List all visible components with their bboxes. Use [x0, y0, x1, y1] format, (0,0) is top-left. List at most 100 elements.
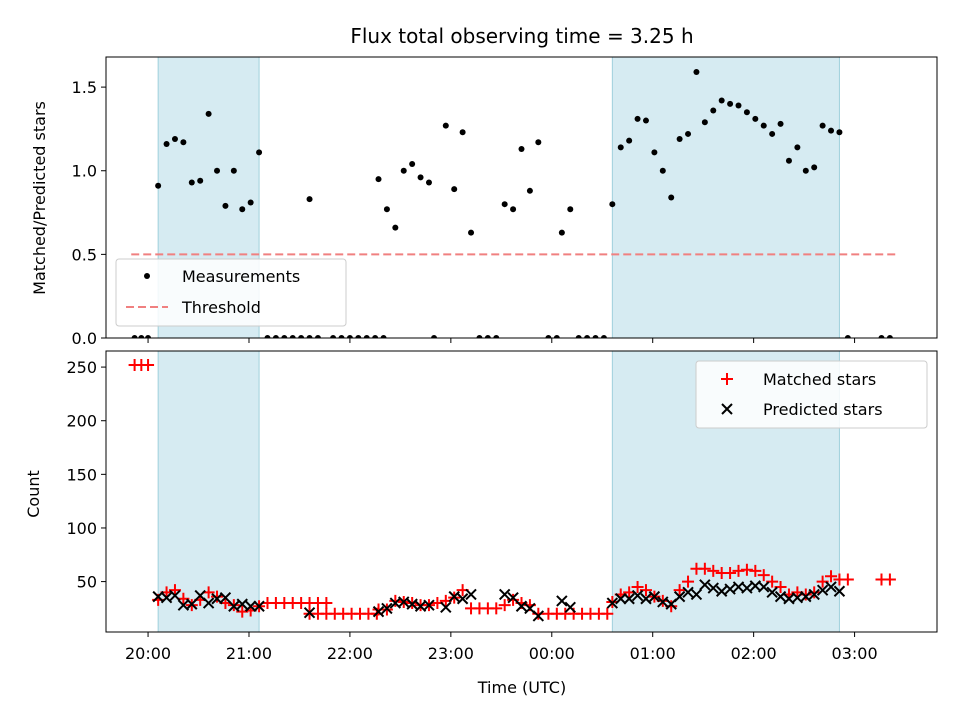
ratio-measurements-point-27 — [355, 335, 362, 338]
ratio-measurements-point-8 — [197, 177, 204, 184]
ratio-measurements-point-63 — [642, 117, 649, 124]
count-predicted-stars-point-46 — [724, 583, 736, 595]
count-predicted-stars-point-13 — [303, 606, 316, 619]
count-matched-stars-point-47 — [490, 602, 503, 615]
count-predicted-stars-point-26 — [507, 591, 519, 604]
ratio-measurements-point-23 — [306, 196, 313, 203]
ratio-y-tick-label-1: 0.5 — [72, 245, 97, 264]
ratio-measurements-point-62 — [634, 115, 641, 122]
ratio-measurements-point-55 — [575, 335, 582, 338]
count-matched-stars-point-87 — [825, 570, 838, 583]
count-predicted-stars-point-45 — [715, 585, 728, 597]
ratio-measurements-point-22 — [314, 335, 321, 338]
x-tick-label-5: 01:00 — [630, 644, 676, 663]
count-predicted-stars-point-40 — [673, 590, 686, 603]
ratio-highlight-span-1 — [611, 56, 840, 339]
ratio-measurements-point-3 — [155, 182, 162, 189]
legend-measurements-marker — [144, 273, 150, 279]
ratio-measurements-point-64 — [651, 149, 658, 156]
ratio-measurements-point-36 — [417, 174, 424, 181]
ratio-measurements-point-5 — [171, 135, 178, 142]
ratio-measurements-point-19 — [289, 335, 296, 338]
legend-measurements-label: Measurements — [182, 267, 300, 286]
legend-predicted-marker — [721, 403, 733, 415]
ratio-measurements-point-69 — [693, 69, 700, 76]
ratio-measurements-point-26 — [346, 335, 353, 338]
count-predicted-stars-point-2 — [169, 589, 181, 602]
count-y-tick-label-2: 150 — [66, 465, 97, 484]
ratio-measurements-point-33 — [392, 224, 399, 231]
count-predicted-stars-point-10 — [236, 598, 248, 610]
count-predicted-stars-point-37 — [648, 590, 661, 603]
count-predicted-stars-point-24 — [465, 588, 477, 601]
ratio-measurements-point-54 — [567, 206, 574, 213]
ratio-measurements-point-45 — [493, 335, 500, 338]
count-predicted-stars-point-12 — [253, 600, 265, 612]
ratio-measurements-point-82 — [802, 167, 809, 174]
count-matched-stars-point-72 — [698, 562, 711, 575]
count-predicted-stars-point-23 — [456, 593, 469, 605]
ratio-measurements-point-46 — [501, 201, 508, 208]
ratio-legend — [115, 258, 347, 327]
ratio-measurements-point-24 — [330, 335, 337, 338]
ratio-measurements-point-61 — [626, 137, 633, 144]
count-predicted-stars-point-35 — [631, 589, 644, 602]
chart-title: Flux total observing time = 3.25 h — [350, 24, 693, 48]
count-matched-stars-point-64 — [631, 580, 644, 593]
count-matched-stars-point-78 — [749, 564, 762, 577]
count-predicted-stars-point-11 — [244, 600, 257, 612]
ratio-measurements-point-84 — [819, 122, 826, 129]
count-predicted-stars-point-56 — [808, 588, 820, 601]
ratio-measurements-point-15 — [256, 149, 263, 156]
ratio-measurements-point-66 — [668, 194, 675, 201]
ratio-measurements-point-25 — [338, 335, 345, 338]
x-tick-label-7: 03:00 — [832, 644, 878, 663]
count-predicted-stars-point-42 — [690, 588, 703, 601]
ratio-measurements-point-89 — [886, 335, 893, 338]
ratio-y-tick-label-2: 1.0 — [72, 162, 97, 181]
count-predicted-stars-point-18 — [406, 598, 418, 610]
ratio-measurements-point-65 — [659, 167, 666, 174]
count-matched-stars-point-23 — [320, 597, 333, 610]
count-predicted-stars-point-14 — [372, 605, 385, 618]
ratio-measurements-point-10 — [214, 167, 221, 174]
x-tick-label-1: 21:00 — [226, 644, 272, 663]
count-predicted-stars-point-9 — [228, 600, 240, 612]
ratio-measurements-point-28 — [363, 335, 370, 338]
count-y-tick-label-0: 50 — [77, 573, 97, 592]
ratio-measurements-point-35 — [409, 161, 416, 168]
ratio-measurements-point-57 — [592, 335, 599, 338]
count-predicted-stars-point-15 — [381, 602, 393, 615]
count-matched-stars-point-70 — [682, 575, 695, 588]
count-predicted-stars-point-21 — [440, 601, 452, 614]
count-predicted-stars-point-52 — [774, 590, 787, 603]
count-predicted-stars-point-34 — [623, 593, 635, 605]
count-predicted-stars-point-17 — [398, 596, 410, 608]
count-y-tick-label-3: 200 — [66, 412, 97, 431]
x-axis-label: Time (UTC) — [477, 678, 566, 697]
ratio-measurements-point-41 — [459, 129, 466, 136]
ratio-axes-frame — [105, 56, 938, 339]
ratio-measurements-point-42 — [468, 229, 475, 236]
count-matched-stars-point-91 — [883, 573, 896, 586]
x-tick-label-2: 22:00 — [327, 644, 373, 663]
ratio-measurements-point-72 — [718, 97, 725, 104]
count-predicted-stars-point-58 — [825, 581, 837, 593]
legend-matched-label: Matched stars — [763, 370, 876, 389]
count-matched-stars-point-77 — [740, 563, 753, 576]
count-predicted-stars-point-6 — [202, 597, 215, 609]
count-predicted-stars-point-48 — [741, 582, 753, 594]
ratio-measurements-point-67 — [676, 135, 683, 142]
ratio-measurements-point-51 — [545, 335, 552, 338]
count-predicted-stars-point-22 — [448, 590, 460, 603]
count-predicted-stars-point-33 — [615, 593, 627, 605]
ratio-measurements-point-44 — [484, 335, 491, 338]
count-matched-stars-point-35 — [389, 594, 402, 607]
count-panel: 50 100 150 200 250 20:00 21:00 22:00 23:00 00:00 0… — [66, 350, 938, 663]
x-tick-label-4: 00:00 — [529, 644, 575, 663]
count-predicted-stars-point-36 — [640, 593, 652, 605]
ratio-measurements-point-74 — [735, 102, 742, 109]
ratio-measurements-point-59 — [609, 201, 616, 208]
ratio-measurements-point-9 — [205, 110, 212, 117]
